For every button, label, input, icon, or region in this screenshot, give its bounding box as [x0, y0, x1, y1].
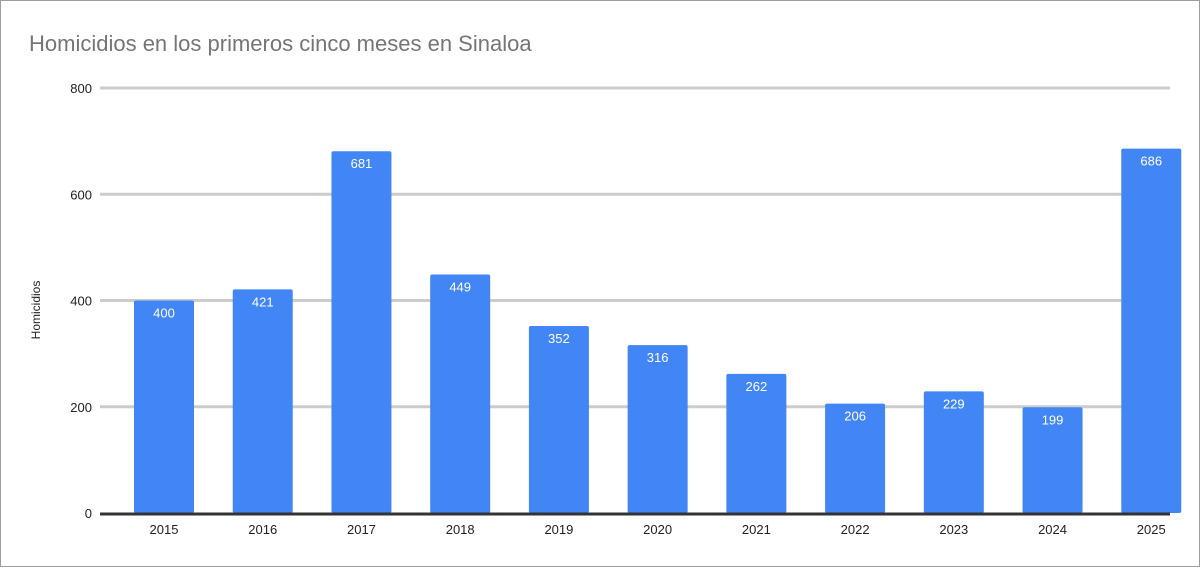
y-tick-label: 200 — [70, 400, 92, 415]
data-label-2025: 686 — [1140, 154, 1162, 169]
data-label-2023: 229 — [943, 396, 965, 411]
data-label-2024: 199 — [1042, 412, 1064, 427]
bars — [134, 148, 1182, 513]
x-axis-ticks: 2015 2016 2017 2018 2019 2020 2021 2022 2023 2024… — [150, 522, 1166, 537]
bar-2024 — [1022, 407, 1083, 513]
data-labels: 400 421 681 449 352 316 262 206 229 199 686 — [153, 154, 1162, 428]
x-tick-label: 2024 — [1038, 522, 1067, 537]
x-tick-label: 2020 — [643, 522, 672, 537]
bar-2022 — [825, 403, 886, 513]
data-label-2019: 352 — [548, 331, 570, 346]
bar-2017 — [331, 151, 392, 513]
x-tick-label: 2018 — [446, 522, 475, 537]
bar-2016 — [232, 289, 293, 513]
x-tick-label: 2021 — [742, 522, 771, 537]
y-tick-label: 800 — [70, 81, 92, 96]
x-tick-label: 2015 — [150, 522, 179, 537]
data-label-2017: 681 — [351, 156, 373, 171]
data-label-2022: 206 — [844, 409, 866, 424]
data-label-2016: 421 — [252, 294, 274, 309]
x-tick-label: 2022 — [841, 522, 870, 537]
bar-2023 — [923, 391, 984, 513]
bar-2018 — [430, 274, 491, 513]
x-tick-label: 2023 — [939, 522, 968, 537]
bar-2025 — [1121, 148, 1182, 513]
data-label-2015: 400 — [153, 306, 175, 321]
x-tick-label: 2017 — [347, 522, 376, 537]
data-label-2018: 449 — [449, 279, 471, 294]
x-tick-label: 2019 — [544, 522, 573, 537]
y-axis-ticks: 0 200 400 600 800 — [70, 81, 92, 521]
y-axis-label: Homicidios — [29, 281, 43, 340]
x-tick-label: 2025 — [1137, 522, 1166, 537]
data-label-2021: 262 — [746, 379, 768, 394]
y-tick-label: 600 — [70, 187, 92, 202]
bar-2019 — [528, 326, 589, 513]
y-tick-label: 0 — [85, 506, 92, 521]
bar-2021 — [726, 373, 787, 513]
bar-2020 — [627, 345, 688, 513]
chart-title: Homicidios en los primeros cinco meses e… — [29, 31, 532, 56]
x-tick-label: 2016 — [248, 522, 277, 537]
bar-2015 — [134, 300, 194, 513]
data-label-2020: 316 — [647, 350, 669, 365]
y-tick-label: 400 — [70, 294, 92, 309]
